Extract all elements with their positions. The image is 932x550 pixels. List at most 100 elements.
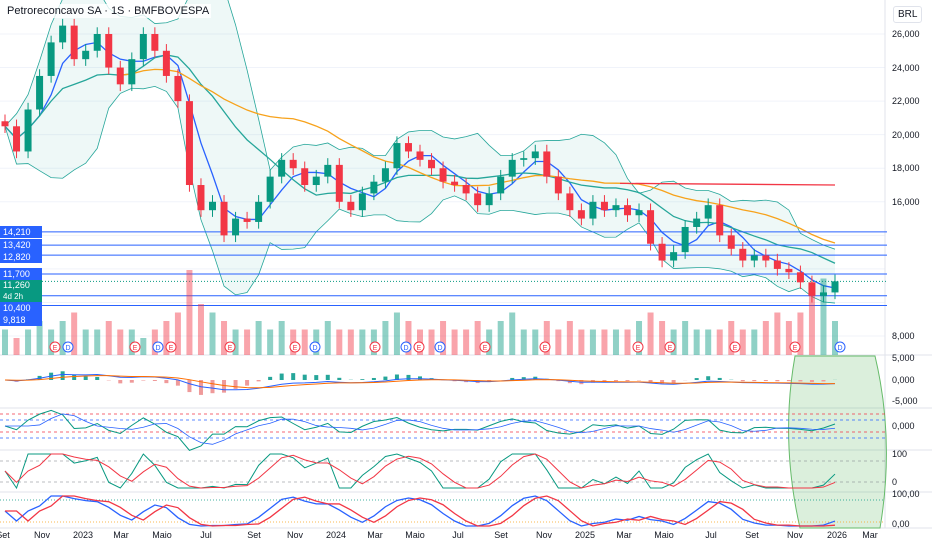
date-axis-label: 2026 (826, 530, 848, 540)
osc4-line-1 (4, 495, 836, 527)
date-axis-label: 2023 (72, 530, 94, 540)
candle-body (739, 248, 747, 261)
candle-body (773, 260, 781, 269)
dividend-marker-label: D (837, 345, 842, 352)
volume-bar (774, 312, 781, 355)
osc-signal-line (5, 413, 836, 445)
macd-histogram-bar (302, 374, 307, 380)
candle-body (485, 193, 493, 206)
price-axis-label: 20,000 (892, 129, 920, 140)
volume-bar (163, 321, 170, 355)
macd-histogram-bar (383, 376, 388, 380)
volume-bar (359, 329, 366, 355)
candle-body (670, 252, 678, 261)
candle-body (577, 210, 585, 219)
candle-body (162, 50, 170, 76)
macd-histogram-bar (72, 374, 77, 380)
dividend-marker (434, 341, 446, 353)
candle-body (750, 255, 758, 261)
earnings-marker (369, 341, 381, 353)
macd-histogram-bar (821, 380, 826, 382)
macd-histogram-bar (371, 377, 376, 380)
date-axis-label: Maio (405, 530, 425, 540)
candle-body (128, 59, 136, 85)
macd-histogram-bar (625, 380, 630, 382)
candle-body (59, 25, 67, 43)
date-axis-label: Nov (286, 530, 304, 540)
macd-histogram-bar (279, 373, 284, 380)
osc-line (4, 409, 836, 451)
date-axis-label: 2024 (325, 530, 347, 540)
volume-bar (497, 321, 504, 355)
candle-body (255, 201, 263, 222)
earnings-marker-label: E (543, 345, 548, 352)
candle-body (116, 67, 124, 85)
date-axis-label: Maio (654, 530, 674, 540)
volume-bar (94, 329, 101, 355)
dividend-marker (152, 341, 164, 353)
candle-body (520, 158, 528, 160)
candle-body (681, 226, 689, 253)
dividend-marker-label: D (155, 345, 160, 352)
earnings-marker (49, 341, 61, 353)
macd-histogram-bar (406, 374, 411, 380)
date-axis-label: Nov (33, 530, 51, 540)
earnings-marker (224, 341, 236, 353)
macd-histogram-bar (152, 380, 157, 381)
macd-histogram-bar (141, 380, 146, 381)
candle-body (647, 210, 655, 244)
earnings-marker-label: E (293, 345, 298, 352)
date-axis-label: Mar (367, 530, 383, 540)
volume-bar (601, 329, 608, 355)
earnings-marker-label: E (417, 345, 422, 352)
candle-body (301, 168, 309, 186)
price-axis-label: 18,000 (892, 163, 920, 174)
currency-button[interactable]: BRL (893, 6, 923, 23)
candle-body (554, 176, 562, 194)
dividend-marker-label: D (312, 345, 317, 352)
macd-histogram-bar (706, 376, 711, 380)
candle-body (13, 126, 21, 152)
earnings-marker-label: E (483, 345, 488, 352)
candle-body (266, 176, 274, 202)
earnings-marker (413, 341, 425, 353)
candle-body (185, 101, 193, 186)
earnings-marker-label: E (53, 345, 58, 352)
candle-body (796, 272, 804, 283)
candle-body (197, 185, 205, 211)
volume-bar (232, 329, 239, 355)
volume-bar (13, 338, 20, 355)
candle-body (243, 218, 251, 222)
volume-bar (71, 312, 78, 355)
candle-body (335, 164, 343, 202)
macd-histogram-bar (60, 371, 65, 380)
volume-bar (301, 329, 308, 355)
volume-bar (566, 321, 573, 355)
last-price-label: 11,260 4d 2h (0, 279, 42, 302)
price-axis-label: 26,000 (892, 29, 920, 39)
candle-body (24, 109, 32, 152)
volume-bar (2, 329, 8, 355)
candle-body (462, 185, 470, 194)
candle-body (381, 168, 389, 182)
level-price-label: 10,400 (0, 301, 42, 314)
volume-bar (48, 329, 55, 355)
earnings-marker-label: E (668, 345, 673, 352)
macd-histogram-bar (210, 380, 215, 394)
level-price-label: 11,700 (0, 267, 42, 280)
candle-body (531, 151, 539, 159)
osc4-axis-label: 100,00 (892, 489, 920, 499)
stoch-d-line (4, 453, 836, 489)
dividend-marker (309, 341, 321, 353)
candle-body (232, 218, 240, 236)
volume-bar (324, 321, 331, 355)
volume-bar (393, 312, 400, 355)
candle-body (393, 143, 401, 169)
bollinger-lower (4, 85, 836, 304)
osc2-axis-label: 0,000 (892, 421, 915, 431)
macd-histogram-bar (314, 375, 319, 380)
earnings-marker-label: E (133, 345, 138, 352)
date-axis-label: Set (494, 530, 508, 540)
volume-bar (59, 321, 66, 355)
